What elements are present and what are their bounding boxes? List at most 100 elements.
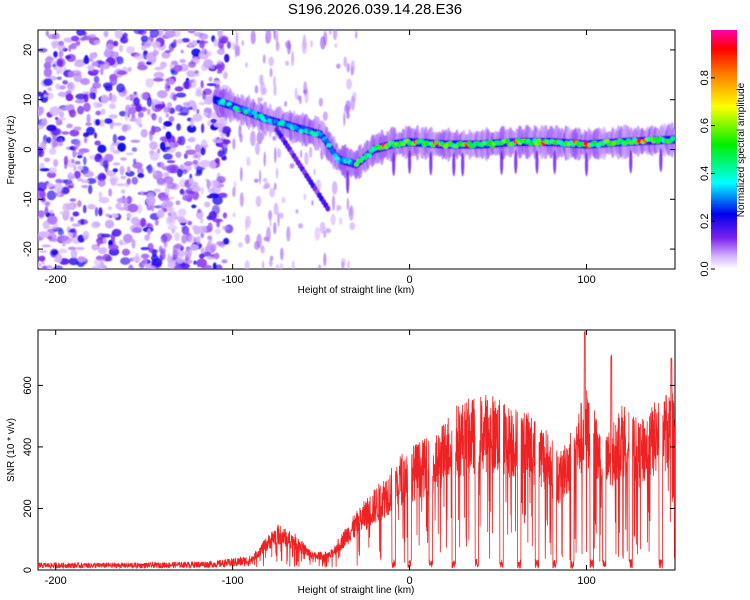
spectrogram-cell [180,49,184,54]
spectrogram-cell [108,188,113,197]
spectrogram-cell [162,200,168,205]
spectrogram-cell [193,260,197,265]
spectrogram-cell [65,182,75,187]
spectrogram-cell [279,263,284,269]
spectrogram-cell [52,140,58,148]
spectrogram-cell [366,153,372,158]
spectrogram-cell [221,259,228,264]
spectrogram-cell [104,118,113,124]
spectrogram-cell [176,123,181,131]
spectrogram-cell [349,222,356,230]
spectrogram-cell [245,234,251,245]
spectrogram-cell [156,161,165,168]
spectrogram-cell [192,113,203,122]
spectrogram-cell [126,212,132,219]
x-tick-label: -200 [45,274,67,286]
spectrogram-cell [240,167,243,182]
spectrogram-cell [184,248,193,258]
spectrogram-cell [108,114,118,119]
spectrogram-cell [269,187,276,198]
spectrogram-cell [47,92,54,100]
spectrogram-cell [188,61,197,68]
spectrogram-cell [167,253,171,261]
spectrogram-cell [246,156,251,167]
spectrogram-cell [116,70,128,76]
spectrogram-cell [115,202,122,210]
spectrogram-cell [210,118,217,124]
spectrogram-cell [157,148,161,154]
spectrogram-cell [318,264,322,269]
spectrogram-cell [132,227,141,233]
spectrogram-cell [216,175,226,184]
spectrogram-cell [185,149,197,155]
spectrogram-cell [205,51,212,57]
spectrogram-cell [192,159,198,165]
spectrogram-cell [151,258,163,267]
spectrogram-cell [172,39,177,45]
spectrogram-cell [128,264,134,269]
spectrogram-cell [487,139,493,145]
spectrogram-cell [215,63,223,69]
spectrogram-cell [142,257,148,267]
spectrogram-cell [350,60,355,74]
spectrogram-cell [114,30,123,39]
spectrogram-cell [158,245,163,254]
spectrogram-cell [126,195,133,204]
spectrogram-cell [57,91,69,98]
spectrogram-cell [62,202,71,212]
spectrogram-cell [304,151,309,166]
spectrogram-cell [39,249,48,254]
spectrogram-cell [167,212,172,217]
spectrogram-cell [206,241,212,249]
spectrogram-cell [238,242,243,248]
spectrogram-cell [209,243,217,252]
spectrogram-cell [186,79,195,83]
spectrogram-cell [217,150,224,158]
spectrogram-cell [118,44,124,53]
spectrogram-cell [268,56,275,67]
spectrogram-cell [294,87,298,100]
spectrogram-cell [256,233,262,249]
spectrogram-cell [38,255,46,262]
spectrogram-cell [203,112,209,116]
spectrogram-cell [300,149,303,159]
spectrogram-cell [182,169,188,175]
spectrogram-cell [319,36,326,50]
spectrogram-cell [182,80,192,90]
spectrogram-cell [120,189,126,194]
spectrogram-streak [584,152,589,177]
spectrogram-cell [168,116,175,123]
spectrogram-y-label: Frequency (Hz) [6,116,17,185]
spectrogram-cell [131,147,138,152]
spectrogram-cell [272,135,277,141]
snr-marks [38,330,675,570]
spectrogram-cell [75,93,87,100]
spectrogram-cell [38,124,44,130]
spectrogram-cell [224,53,230,63]
spectrogram-cell [94,206,99,217]
spectrogram-cell [244,260,250,269]
spectrogram-cell [125,170,135,177]
spectrogram-cell [277,211,280,227]
spectrogram-cell [80,77,91,86]
spectrogram-cell [148,248,159,254]
spectrogram-cell [239,192,244,207]
x-tick-label: -100 [222,575,244,587]
spectrogram-cell [153,188,161,193]
spectrogram-cell [51,249,59,256]
spectrogram-cell [260,81,266,96]
spectrogram-cell [196,165,203,175]
spectrogram-cell [213,122,222,128]
spectrogram-cell [149,151,160,161]
spectrogram-cell [331,181,338,195]
spectrogram-cell [238,125,242,138]
spectrogram-cell [42,265,48,269]
spectrogram-cell [71,223,82,227]
x-tick-label: 0 [407,274,413,286]
spectrogram-cell [140,217,147,228]
spectrogram-cell [113,40,119,47]
spectrogram-cell [125,152,134,156]
spectrogram-cell [269,255,274,261]
spectrogram-cell [131,238,136,249]
